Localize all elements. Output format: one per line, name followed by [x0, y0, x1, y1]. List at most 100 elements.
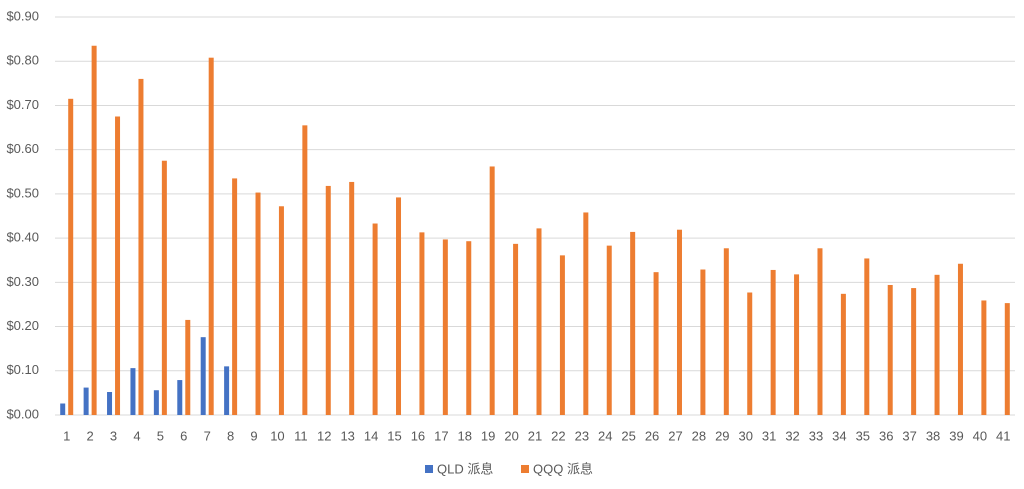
- x-tick-label: 4: [133, 428, 140, 443]
- bar: [278, 206, 284, 415]
- y-tick-label: $0.20: [6, 318, 39, 333]
- bar: [653, 272, 659, 415]
- x-tick-label: 12: [317, 428, 331, 443]
- bar: [68, 98, 74, 416]
- bar: [153, 390, 159, 415]
- bar: [325, 185, 331, 415]
- bar: [513, 243, 519, 415]
- bar: [723, 248, 729, 415]
- y-tick-label: $0.40: [6, 230, 39, 245]
- y-tick-label: $0.80: [6, 53, 39, 68]
- bar: [442, 239, 448, 415]
- x-tick-label: 15: [387, 428, 401, 443]
- x-tick-label: 19: [481, 428, 495, 443]
- y-tick-label: $0.10: [6, 362, 39, 377]
- x-tick-label: 18: [458, 428, 472, 443]
- x-tick-label: 7: [204, 428, 211, 443]
- bar: [130, 368, 136, 415]
- bar: [981, 300, 987, 415]
- bar: [419, 232, 425, 415]
- bar: [606, 245, 612, 415]
- x-tick-label: 38: [926, 428, 940, 443]
- x-tick-label: 21: [528, 428, 542, 443]
- bar: [747, 292, 753, 415]
- x-tick-label: 36: [879, 428, 893, 443]
- x-tick-label: 6: [180, 428, 187, 443]
- x-tick-label: 37: [902, 428, 916, 443]
- bar: [794, 274, 800, 415]
- x-tick-label: 33: [809, 428, 823, 443]
- x-tick-label: 23: [575, 428, 589, 443]
- bar: [489, 166, 495, 415]
- bar: [676, 229, 682, 415]
- x-tick-label: 39: [949, 428, 963, 443]
- x-tick-label: 26: [645, 428, 659, 443]
- x-tick-label: 30: [738, 428, 752, 443]
- legend-label: QQQ 派息: [533, 461, 593, 476]
- x-tick-label: 5: [157, 428, 164, 443]
- x-tick-label: 9: [250, 428, 257, 443]
- x-tick-label: 17: [434, 428, 448, 443]
- y-tick-label: $0.30: [6, 274, 39, 289]
- legend-swatch: [425, 465, 433, 473]
- bar: [185, 319, 191, 415]
- bar: [1004, 303, 1010, 415]
- bar: [466, 241, 472, 415]
- x-tick-label: 31: [762, 428, 776, 443]
- bar: [349, 181, 355, 415]
- bar: [232, 178, 238, 415]
- bar: [224, 366, 230, 415]
- x-tick-label: 22: [551, 428, 565, 443]
- y-tick-label: $0.90: [6, 8, 39, 23]
- x-tick-label: 14: [364, 428, 378, 443]
- x-tick-label: 35: [856, 428, 870, 443]
- x-tick-label: 16: [411, 428, 425, 443]
- bar: [583, 212, 589, 415]
- bar: [200, 337, 206, 415]
- x-tick-label: 28: [692, 428, 706, 443]
- bar: [934, 274, 940, 415]
- x-tick-label: 1: [63, 428, 70, 443]
- bar: [138, 78, 144, 416]
- bar: [107, 392, 113, 415]
- bar: [887, 284, 893, 415]
- y-tick-label: $0.70: [6, 97, 39, 112]
- x-tick-label: 29: [715, 428, 729, 443]
- bar: [115, 116, 121, 415]
- bar: [957, 263, 963, 415]
- bar: [911, 288, 917, 415]
- x-tick-label: 41: [996, 428, 1010, 443]
- x-tick-label: 40: [973, 428, 987, 443]
- y-tick-label: $0.00: [6, 406, 39, 421]
- x-tick-label: 24: [598, 428, 612, 443]
- legend-swatch: [521, 465, 529, 473]
- y-tick-label: $0.50: [6, 185, 39, 200]
- bar: [60, 403, 66, 415]
- bar: [161, 160, 167, 415]
- x-tick-label: 27: [668, 428, 682, 443]
- x-tick-label: 32: [785, 428, 799, 443]
- bar: [208, 57, 214, 415]
- bar: [255, 192, 261, 415]
- x-tick-label: 13: [340, 428, 354, 443]
- bar: [700, 269, 706, 415]
- bar: [177, 380, 183, 415]
- legend-label: QLD 派息: [437, 461, 493, 476]
- bar: [840, 293, 846, 415]
- x-tick-label: 10: [270, 428, 284, 443]
- bar: [864, 258, 870, 415]
- bar: [302, 125, 308, 415]
- bar: [536, 228, 542, 415]
- bar: [91, 45, 97, 415]
- y-tick-label: $0.60: [6, 141, 39, 156]
- bar: [817, 248, 823, 415]
- x-tick-label: 11: [294, 428, 308, 443]
- x-tick-label: 2: [87, 428, 94, 443]
- bar: [559, 255, 565, 415]
- bar: [372, 223, 378, 415]
- x-tick-label: 8: [227, 428, 234, 443]
- x-tick-label: 20: [504, 428, 518, 443]
- bar: [630, 231, 636, 415]
- bar: [396, 197, 402, 415]
